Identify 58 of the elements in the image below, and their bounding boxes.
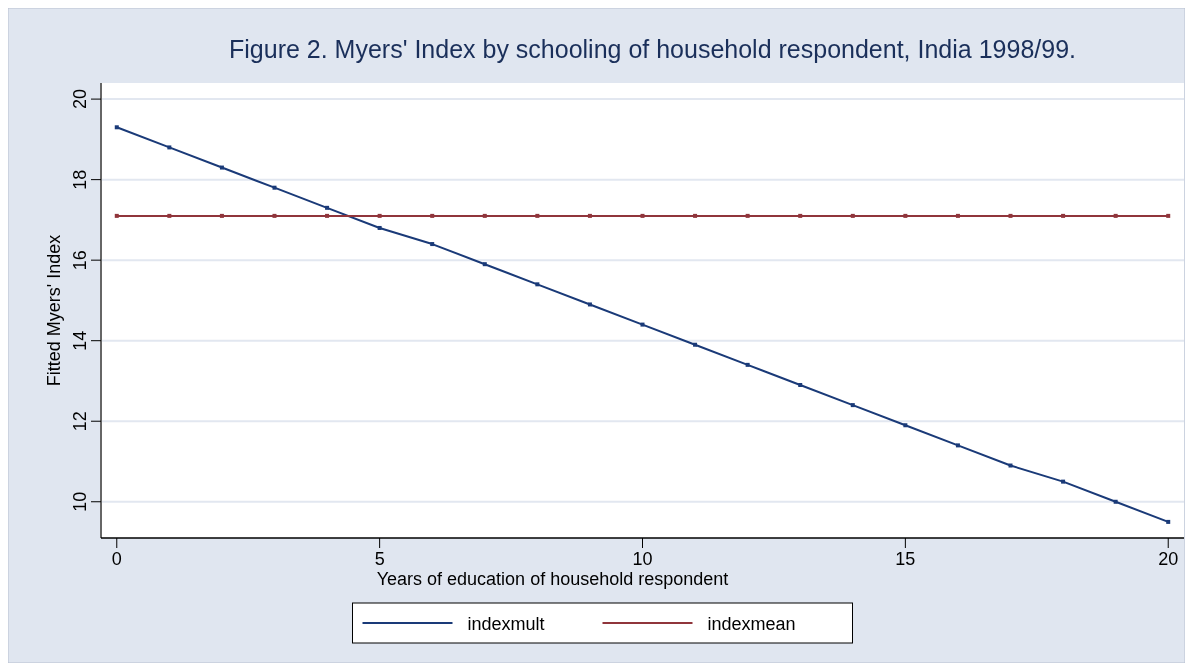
x-tick-label: 10 bbox=[632, 549, 653, 569]
point bbox=[377, 225, 382, 230]
point bbox=[1166, 213, 1171, 218]
point bbox=[1166, 519, 1171, 524]
point bbox=[587, 213, 592, 218]
point bbox=[114, 125, 119, 130]
y-axis-title: Fitted Myers' Index bbox=[44, 234, 64, 387]
point bbox=[325, 205, 330, 210]
point bbox=[955, 443, 960, 448]
point bbox=[745, 213, 750, 218]
point bbox=[535, 213, 540, 218]
point bbox=[693, 213, 698, 218]
point bbox=[1113, 213, 1118, 218]
point bbox=[640, 213, 645, 218]
x-axis-title: Years of education of household respondent bbox=[376, 569, 729, 589]
x-tick-label: 20 bbox=[1158, 549, 1179, 569]
point bbox=[798, 382, 803, 387]
point bbox=[430, 242, 435, 247]
point bbox=[482, 262, 487, 267]
chart-title: Figure 2. Myers' Index by schooling of household respondent, India 1998/99. bbox=[229, 35, 1076, 63]
point bbox=[955, 213, 960, 218]
y-tick-label: 16 bbox=[70, 250, 90, 271]
point bbox=[693, 342, 698, 347]
point bbox=[167, 213, 172, 218]
point bbox=[640, 322, 645, 327]
point bbox=[745, 362, 750, 367]
y-tick-label: 20 bbox=[70, 89, 90, 110]
point bbox=[1008, 463, 1013, 468]
y-tick-label: 18 bbox=[70, 169, 90, 190]
point bbox=[219, 165, 224, 170]
point bbox=[430, 213, 435, 218]
point bbox=[377, 213, 382, 218]
point bbox=[587, 302, 592, 307]
point bbox=[272, 185, 277, 190]
y-tick-label: 12 bbox=[70, 411, 90, 432]
point bbox=[114, 213, 119, 218]
point bbox=[535, 282, 540, 287]
point bbox=[325, 213, 330, 218]
point bbox=[850, 213, 855, 218]
point bbox=[1113, 499, 1118, 504]
x-tick-label: 0 bbox=[111, 549, 122, 569]
point bbox=[1061, 213, 1066, 218]
y-tick-label: 10 bbox=[70, 491, 90, 512]
point bbox=[903, 423, 908, 428]
point bbox=[903, 213, 908, 218]
point bbox=[482, 213, 487, 218]
point bbox=[850, 403, 855, 408]
point bbox=[798, 213, 803, 218]
y-tick-label: 14 bbox=[70, 330, 90, 351]
x-tick-label: 5 bbox=[374, 549, 385, 569]
point bbox=[1008, 213, 1013, 218]
point bbox=[167, 145, 172, 150]
point bbox=[272, 213, 277, 218]
legend-label: indexmean bbox=[707, 614, 796, 634]
point bbox=[219, 213, 224, 218]
x-tick-label: 15 bbox=[895, 549, 916, 569]
point bbox=[1061, 479, 1066, 484]
legend-label: indexmult bbox=[467, 614, 545, 634]
